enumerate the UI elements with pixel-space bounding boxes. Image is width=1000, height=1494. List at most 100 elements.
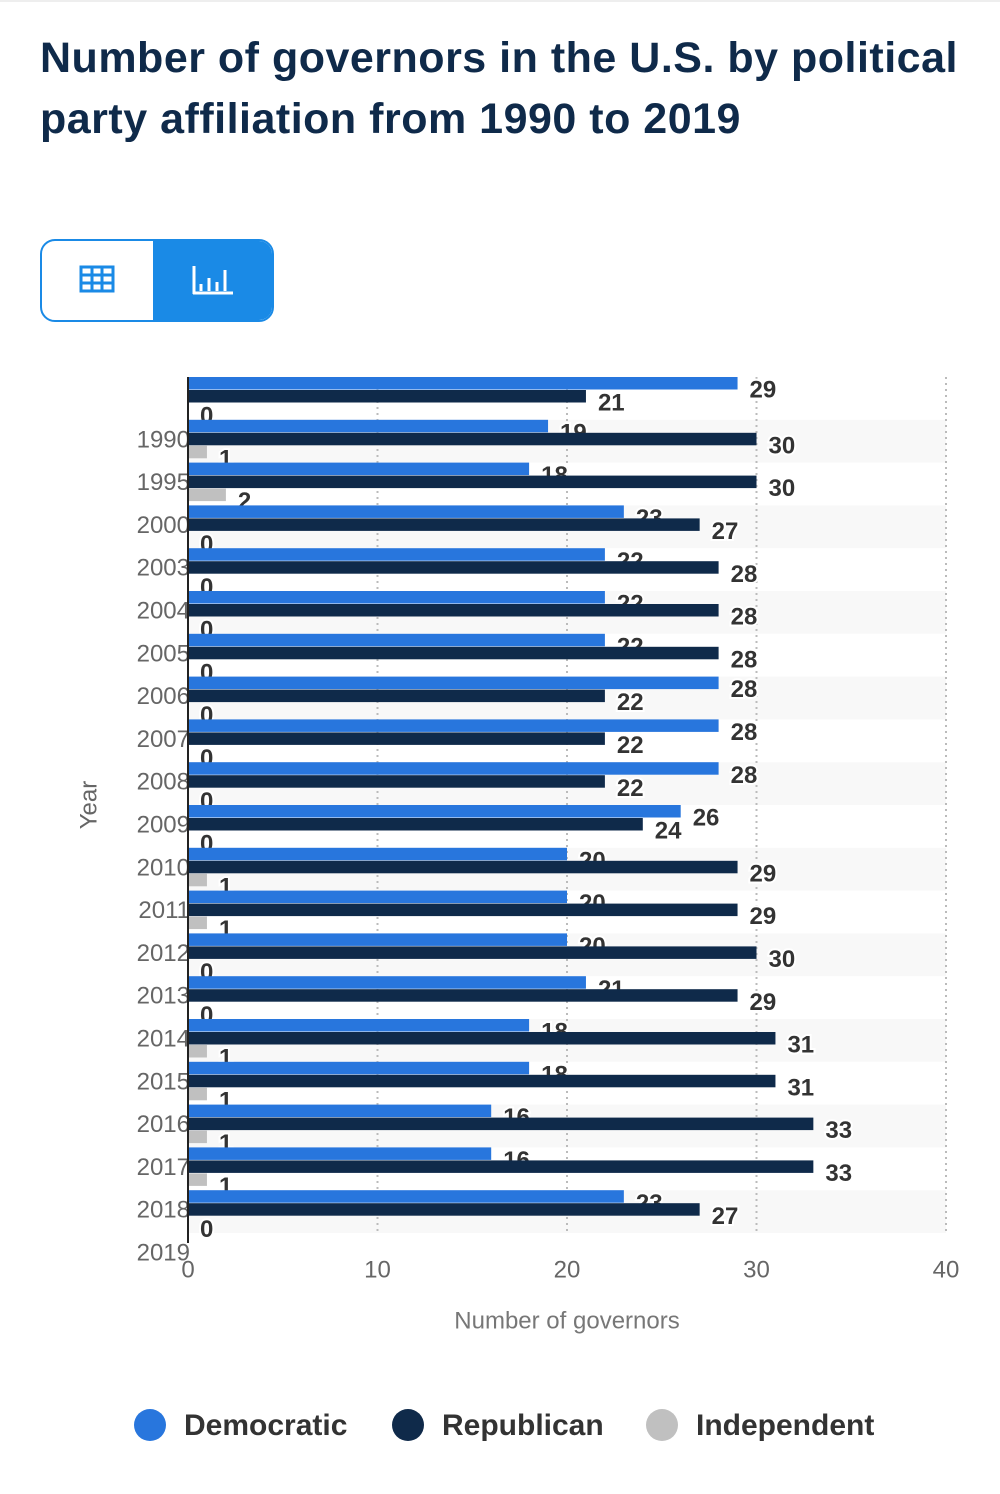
y-tick-label: 1990 [137,426,190,453]
bar [188,946,757,959]
bar [188,390,586,403]
bar [188,1045,207,1058]
value-label: 28 [731,646,758,673]
y-tick-label: 2015 [137,1068,190,1095]
bar [188,432,757,446]
bar [188,377,738,390]
bar [188,689,605,703]
value-label: 26 [693,805,720,832]
legend-swatch [646,1409,678,1441]
y-tick-label: 1995 [137,469,190,496]
bar [188,847,567,861]
value-label: 27 [712,518,739,545]
bar [188,488,226,502]
bar [188,1061,530,1075]
y-tick-label: 2018 [137,1197,190,1224]
value-label: 29 [750,903,777,930]
value-label: 29 [750,377,777,404]
value-label: 22 [617,689,644,716]
view-toggle[interactable] [40,239,274,322]
y-tick-label: 2003 [137,555,190,582]
value-label: 28 [731,604,758,631]
y-tick-label: 2006 [137,683,190,710]
y-tick-label: 2005 [137,640,190,667]
y-tick-label: 2017 [137,1154,190,1181]
legend-label: Democratic [184,1409,347,1442]
chart-title: Number of governors in the U.S. by polit… [40,34,958,143]
value-label: 29 [750,989,777,1016]
value-label: 33 [825,1160,852,1187]
bar [188,676,719,690]
bar [188,890,567,904]
value-label: 22 [617,775,644,802]
value-label: 22 [617,732,644,759]
y-tick-label: 2000 [137,512,190,539]
legend-swatch [392,1409,424,1441]
chart-button[interactable] [153,241,272,320]
value-label: 30 [769,946,796,973]
value-label: 30 [769,475,796,502]
bar [188,475,757,489]
bar [188,1032,776,1045]
value-label: 31 [787,1032,814,1059]
value-label: 24 [655,818,682,845]
bar [188,1117,814,1131]
y-tick-label: 2007 [137,726,190,753]
y-tick-label: 2016 [137,1111,190,1138]
value-label: 0 [200,1216,213,1243]
value-label: 30 [769,432,796,459]
bar [188,646,719,660]
value-label: 28 [731,561,758,588]
value-label: 28 [731,719,758,746]
bar [188,462,530,476]
bar [188,561,719,574]
x-tick-label: 30 [743,1256,770,1283]
bar [188,805,681,818]
bar [188,1087,207,1101]
legend-label: Independent [696,1409,874,1442]
bar [188,1130,207,1144]
bar [188,732,605,745]
bar [188,719,719,732]
y-tick-label: 2004 [137,598,190,625]
bar [188,419,549,433]
bar [188,1104,492,1118]
bar [188,873,207,887]
bar [188,445,207,459]
bar [188,1203,700,1216]
y-tick-label: 2014 [137,1026,190,1053]
y-tick-label: 2012 [137,940,190,967]
bar [188,1019,530,1032]
bar [188,903,738,917]
y-tick-label: 2008 [137,769,190,796]
bar [188,1190,624,1203]
x-tick-label: 40 [933,1256,960,1283]
value-label: 31 [787,1074,814,1101]
bar [188,860,738,874]
bar [188,591,605,604]
x-axis-label: Number of governors [454,1307,679,1334]
bar [188,762,719,775]
table-icon [79,265,115,293]
value-label: 33 [825,1117,852,1144]
y-tick-label: 2019 [137,1240,190,1267]
bar [188,989,738,1002]
x-tick-label: 10 [364,1256,391,1283]
y-tick-label: 2009 [137,812,190,839]
bar [188,633,605,647]
bar [188,604,719,617]
bar [188,818,643,831]
y-axis-label: Year [75,781,102,830]
value-label: 28 [731,762,758,789]
legend-label: Republican [442,1409,604,1442]
bar [188,976,586,989]
value-label: 29 [750,860,777,887]
bar [188,1147,492,1160]
bar [188,1074,776,1088]
bar [188,775,605,788]
y-tick-label: 2010 [137,854,190,881]
bar [188,916,207,930]
bar [188,518,700,531]
